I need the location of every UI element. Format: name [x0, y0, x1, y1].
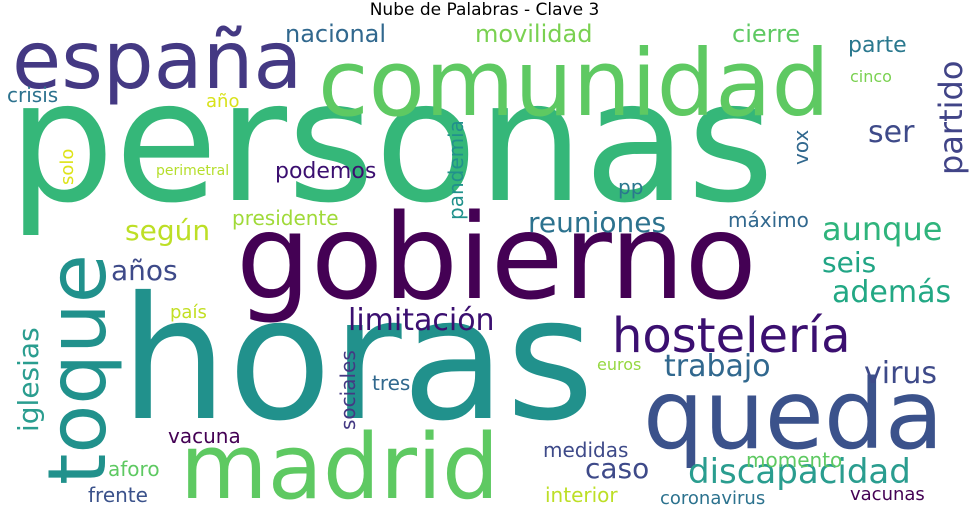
word-espana: españa [12, 20, 302, 107]
word-segun: según [125, 214, 210, 247]
word-vox: vox [789, 130, 813, 165]
word-sociales: sociales [336, 350, 360, 430]
word-cinco: cinco [850, 67, 892, 86]
word-vacunas: vacunas [850, 484, 925, 505]
word-seis: seis [822, 246, 876, 279]
word-trabajo: trabajo [664, 349, 771, 384]
word-podemos: podemos [275, 159, 376, 184]
word-gobierno: gobierno [236, 188, 757, 326]
word-solo: solo [57, 149, 78, 185]
word-cierre: cierre [732, 20, 800, 48]
word-aforo: aforo [108, 457, 160, 481]
word-movilidad: movilidad [475, 20, 592, 48]
figure-title: Nube de Palabras - Clave 3 [369, 0, 600, 20]
word-hosteleria: hostelería [612, 308, 851, 364]
word-frente: frente [88, 483, 148, 507]
word-perimetral: perimetral [156, 163, 229, 179]
word-pandemia: pandemia [444, 120, 468, 220]
word-presidente: presidente [232, 206, 339, 230]
word-parte: parte [848, 33, 907, 58]
word-limitacion: limitación [348, 303, 495, 338]
word-medidas: medidas [543, 438, 628, 462]
word-pais: país [170, 302, 207, 323]
word-crisis: crisis [7, 83, 58, 107]
word-comunidad: comunidad [318, 30, 830, 137]
word-euros: euros [597, 355, 641, 374]
word-iglesias: iglesias [12, 327, 45, 432]
word-aunque: aunque [822, 210, 942, 248]
word-anos: años [111, 254, 178, 287]
word-ano: año [206, 91, 239, 112]
word-maximo: máximo [728, 208, 809, 232]
word-reuniones: reuniones [528, 206, 666, 239]
word-vacuna: vacuna [168, 424, 241, 448]
word-coronavirus: coronavirus [660, 488, 765, 507]
word-interior: interior [545, 483, 618, 507]
word-madrid: madrid [180, 415, 499, 507]
word-tres: tres [372, 371, 410, 395]
word-horas: horas [120, 261, 594, 459]
word-queda: queda [643, 359, 944, 471]
word-discapacidad: discapacidad [688, 452, 911, 492]
word-virus: virus [864, 356, 937, 391]
word-ser: ser [868, 115, 915, 150]
word-toque: toque [31, 254, 124, 485]
word-cloud: personas horas gobierno comunidad madrid… [7, 20, 969, 507]
word-momento: momento [746, 448, 842, 472]
word-personas: personas [8, 44, 774, 240]
word-caso: caso [585, 452, 649, 485]
word-nacional: nacional [285, 20, 386, 48]
word-ademas: además [832, 275, 951, 310]
word-partido: partido [932, 61, 969, 175]
word-pp: pp [618, 175, 643, 199]
